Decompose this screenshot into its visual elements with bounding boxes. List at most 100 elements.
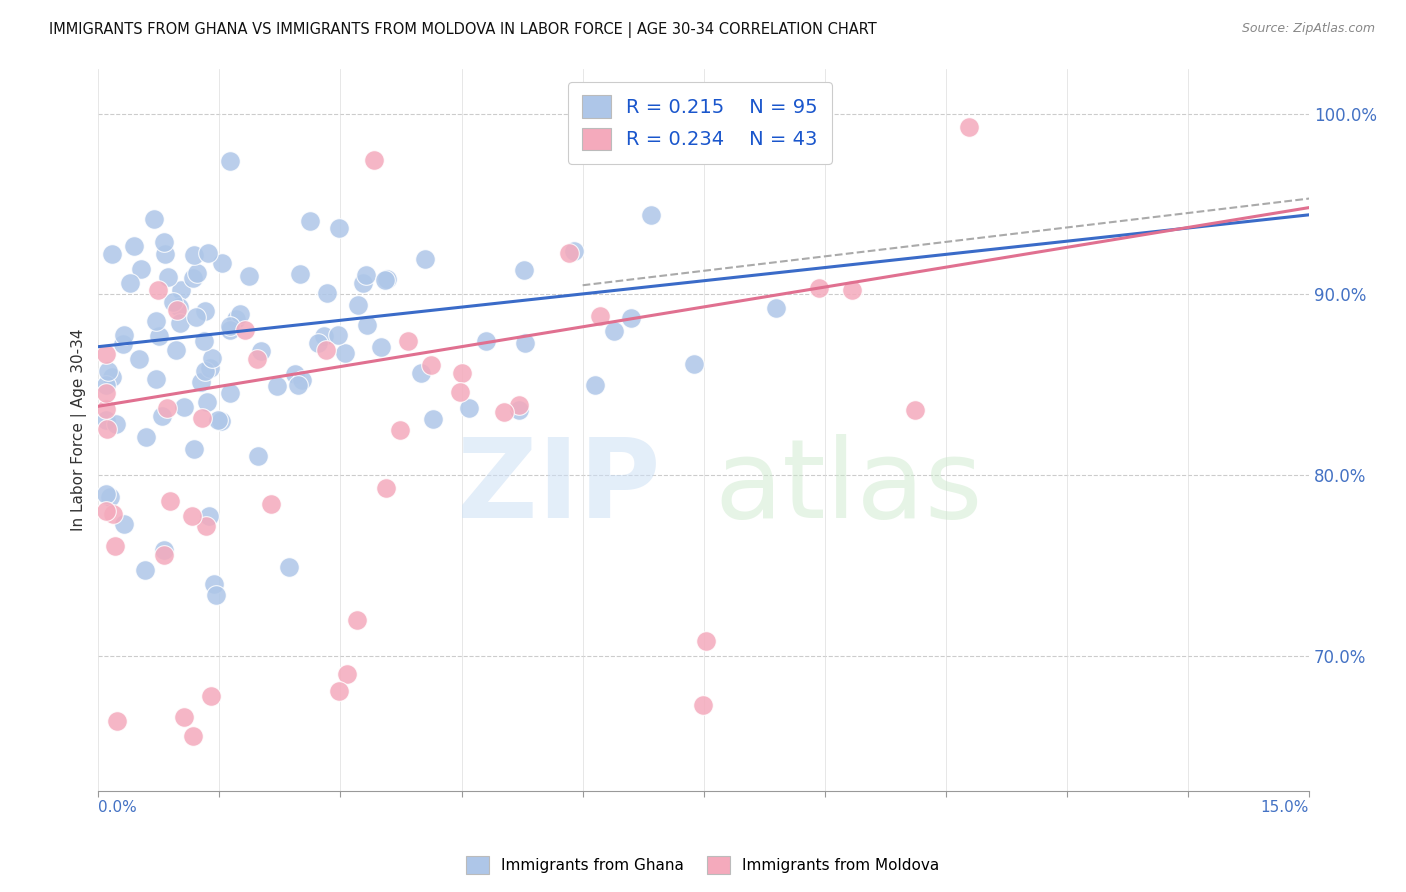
Point <box>291 373 314 387</box>
Point <box>128 351 150 366</box>
Point <box>100 490 122 504</box>
Point <box>148 329 170 343</box>
Point <box>583 378 606 392</box>
Point <box>336 667 359 681</box>
Point <box>120 276 142 290</box>
Point <box>173 401 195 415</box>
Point <box>145 372 167 386</box>
Point <box>129 262 152 277</box>
Point <box>181 270 204 285</box>
Point <box>266 379 288 393</box>
Point <box>315 343 337 357</box>
Point <box>184 310 207 325</box>
Point <box>457 401 479 415</box>
Point <box>112 516 135 531</box>
Point <box>765 301 787 315</box>
Point <box>602 324 624 338</box>
Point <box>207 413 229 427</box>
Point <box>228 307 250 321</box>
Point <box>475 334 498 349</box>
Point <box>190 375 212 389</box>
Point <box>246 449 269 463</box>
Text: Source: ZipAtlas.com: Source: ZipAtlas.com <box>1241 22 1375 36</box>
Point <box>640 208 662 222</box>
Point <box>180 509 202 524</box>
Point <box>494 405 516 419</box>
Point <box>957 120 980 135</box>
Point <box>104 417 127 431</box>
Point <box>153 548 176 562</box>
Point <box>562 244 585 258</box>
Y-axis label: In Labor Force | Age 30-34: In Labor Force | Age 30-34 <box>72 328 87 531</box>
Point <box>162 295 184 310</box>
Text: 15.0%: 15.0% <box>1261 800 1309 815</box>
Point <box>219 153 242 168</box>
Point <box>682 357 704 371</box>
Point <box>209 414 232 428</box>
Point <box>97 364 120 378</box>
Point <box>197 246 219 260</box>
Point <box>170 283 193 297</box>
Point <box>513 263 536 277</box>
Point <box>558 246 581 260</box>
Point <box>225 312 247 326</box>
Text: 0.0%: 0.0% <box>98 800 138 815</box>
Point <box>156 401 179 415</box>
Point <box>156 270 179 285</box>
Point <box>277 560 299 574</box>
Point <box>588 310 610 324</box>
Point <box>250 343 273 358</box>
Point <box>415 252 437 267</box>
Point <box>411 367 433 381</box>
Point <box>96 413 118 427</box>
Point <box>211 256 233 270</box>
Point <box>159 494 181 508</box>
Point <box>96 504 118 518</box>
Point <box>114 328 136 343</box>
Point <box>169 316 191 330</box>
Point <box>375 481 398 495</box>
Point <box>218 386 240 401</box>
Point <box>451 366 474 380</box>
Point <box>449 384 471 399</box>
Point <box>260 497 283 511</box>
Point <box>422 412 444 426</box>
Text: atlas: atlas <box>714 434 983 541</box>
Point <box>841 283 863 297</box>
Point <box>218 319 240 334</box>
Point <box>287 378 309 392</box>
Point <box>101 247 124 261</box>
Point <box>150 409 173 423</box>
Point <box>122 239 145 253</box>
Point <box>347 297 370 311</box>
Point <box>346 614 368 628</box>
Point <box>396 334 419 348</box>
Point <box>183 442 205 457</box>
Point <box>194 304 217 318</box>
Point <box>145 313 167 327</box>
Point <box>233 323 256 337</box>
Legend: Immigrants from Ghana, Immigrants from Moldova: Immigrants from Ghana, Immigrants from M… <box>460 850 946 880</box>
Point <box>808 281 831 295</box>
Point <box>363 153 385 167</box>
Point <box>197 509 219 524</box>
Point <box>513 335 536 350</box>
Point <box>695 633 717 648</box>
Point <box>96 402 118 417</box>
Point <box>96 346 118 360</box>
Point <box>328 328 350 343</box>
Point <box>388 423 411 437</box>
Point <box>96 422 118 436</box>
Point <box>153 235 176 249</box>
Point <box>284 368 307 382</box>
Point <box>298 213 321 227</box>
Point <box>104 539 127 553</box>
Point <box>183 248 205 262</box>
Text: ZIP: ZIP <box>457 434 659 541</box>
Point <box>508 398 530 412</box>
Point <box>205 588 228 602</box>
Point <box>96 487 118 501</box>
Point <box>354 268 377 282</box>
Point <box>219 323 242 337</box>
Point <box>290 268 312 282</box>
